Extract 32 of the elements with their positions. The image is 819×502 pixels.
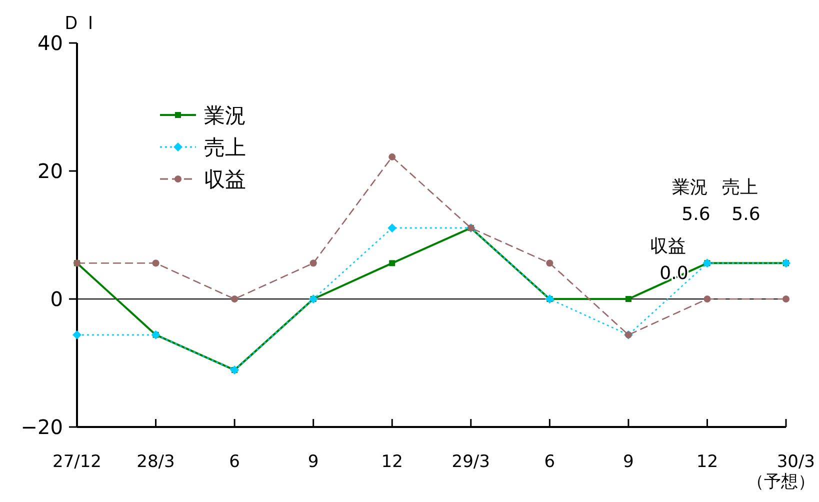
point — [310, 260, 317, 267]
point — [231, 296, 238, 302]
x-tick-label: 30/3 （予想） — [747, 452, 815, 492]
legend-label: 売上 — [204, 135, 246, 160]
y-tick-label: 0 — [50, 287, 63, 311]
x-tick-label: 9 — [308, 452, 319, 472]
y-tick-label: 20 — [38, 159, 63, 183]
point — [704, 296, 711, 302]
point — [625, 296, 632, 302]
point — [72, 330, 82, 340]
point — [152, 260, 160, 267]
point — [782, 296, 790, 302]
legend-label: 収益 — [204, 167, 246, 192]
y-axis-title: ＤＩ — [62, 12, 100, 34]
point — [388, 153, 396, 160]
y-tick-label: −20 — [20, 415, 63, 439]
x-tick-label: 12 — [696, 452, 718, 472]
x-tick-label: 6 — [229, 452, 240, 472]
annotation: 収益 0.0 — [650, 236, 688, 284]
point — [389, 260, 396, 266]
x-tick-label: 12 — [381, 452, 403, 472]
x-tick-label: 28/3 — [136, 452, 175, 472]
y-tick-label: 40 — [38, 31, 63, 55]
point — [546, 260, 554, 267]
point — [388, 223, 397, 232]
x-tick-label: 27/12 — [52, 452, 102, 472]
annotation: 売上 5.6 — [722, 177, 760, 225]
x-tick-label: 29/3 — [452, 452, 490, 472]
x-tick-label: 9 — [623, 452, 634, 472]
annotation: 業況 5.6 — [672, 177, 710, 225]
legend-label: 業況 — [204, 103, 246, 128]
x-tick-label: 6 — [544, 452, 556, 472]
